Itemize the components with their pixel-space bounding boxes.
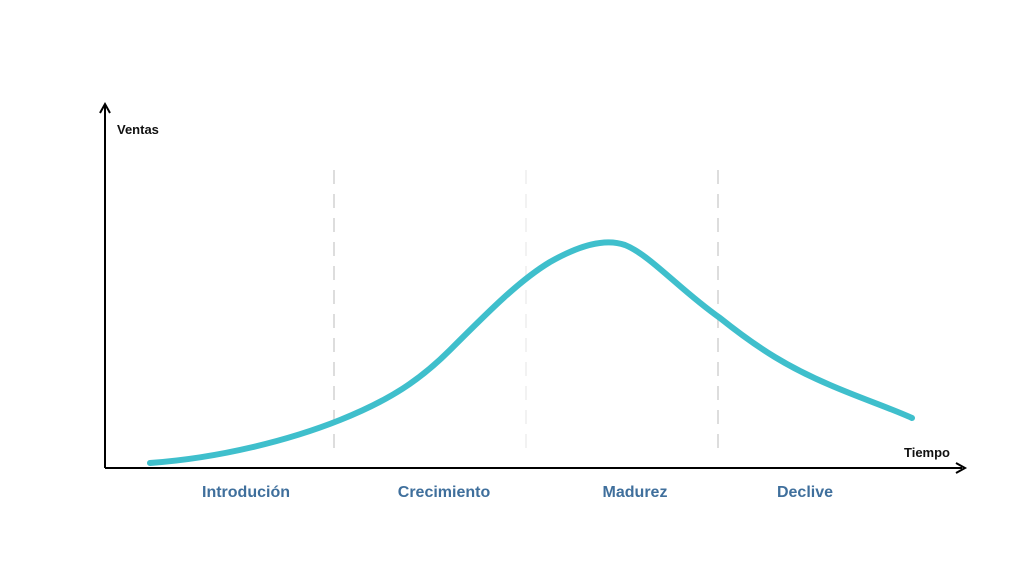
x-axis-arrow	[955, 462, 968, 474]
y-axis-label: Ventas	[117, 122, 159, 137]
stage-label-decline: Declive	[776, 484, 834, 501]
stage-label-introduction: Introdución	[202, 484, 290, 501]
y-axis-arrow	[99, 101, 111, 114]
x-axis-label: Tiempo	[904, 445, 950, 460]
stage-label-growth: Crecimiento	[397, 484, 491, 501]
stage-label-maturity: Madurez	[602, 484, 668, 501]
sales-curve	[147, 239, 915, 466]
